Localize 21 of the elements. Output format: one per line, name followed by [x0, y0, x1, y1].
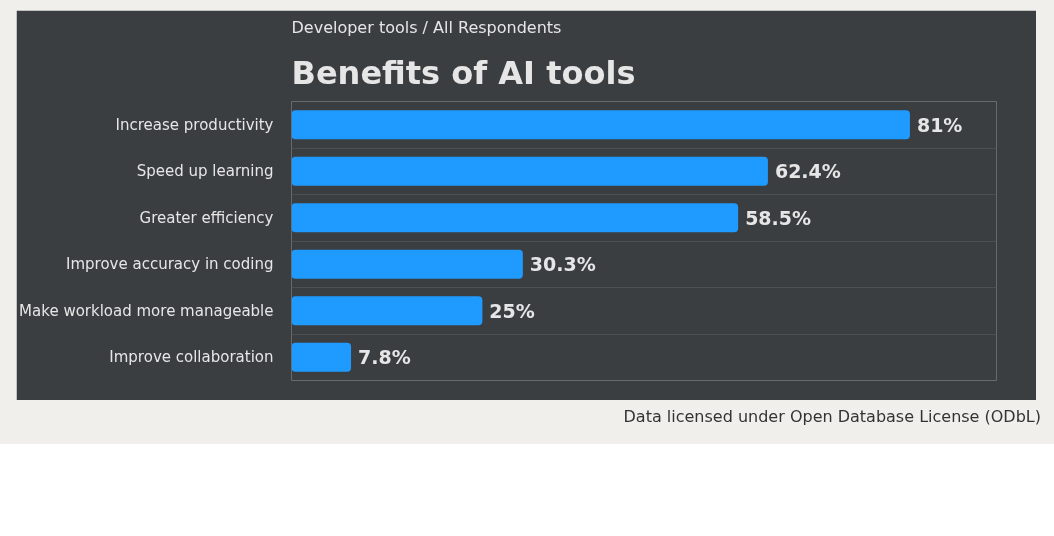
data-label: 81% — [916, 113, 963, 136]
y-tick-label: Speed up learning — [136, 162, 274, 181]
y-tick-label: Greater efficiency — [139, 208, 274, 227]
bar — [291, 296, 483, 326]
chart-title: Benefits of AI tools — [291, 53, 636, 92]
y-tick-label: Make workload more manageable — [19, 301, 274, 320]
data-label: 62.4% — [774, 160, 841, 183]
bar — [291, 156, 768, 186]
chart-subtitle: Developer tools / All Respondents — [291, 17, 562, 37]
y-tick-label: Improve collaboration — [109, 348, 274, 367]
data-label: 25% — [489, 299, 535, 322]
y-tick-label: Improve accuracy in coding — [66, 255, 274, 274]
bar — [291, 110, 910, 140]
y-tick-label: Increase productivity — [115, 115, 274, 134]
bar — [291, 249, 523, 279]
data-label: 7.8% — [358, 346, 411, 369]
data-label: 30.3% — [529, 253, 596, 276]
data-label: 58.5% — [745, 206, 812, 229]
bar — [291, 342, 352, 372]
bar — [291, 203, 739, 233]
text: Data licensed under Open Database License (ODbL) — [623, 406, 1041, 428]
